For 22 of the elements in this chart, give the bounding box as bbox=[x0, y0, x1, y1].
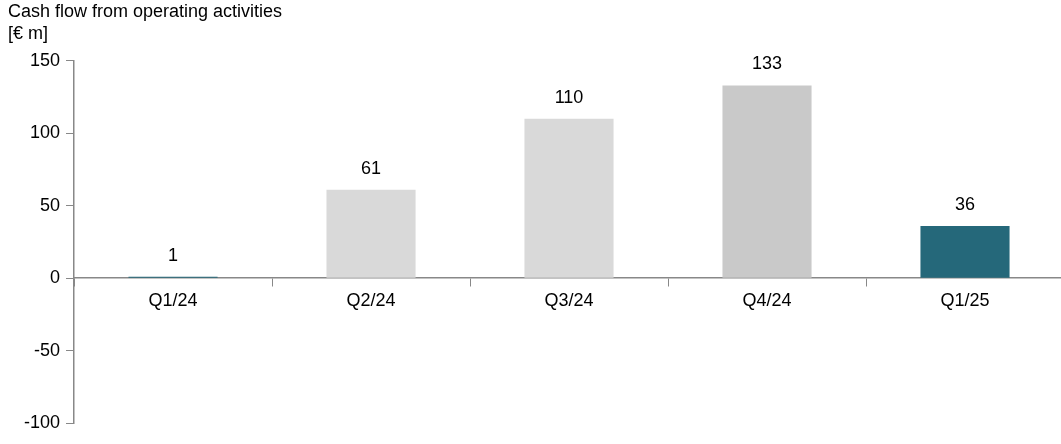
x-tick-label: Q1/24 bbox=[148, 290, 198, 311]
y-tick-label: 0 bbox=[50, 267, 61, 288]
y-axis-title: [€ m] bbox=[8, 22, 49, 44]
data-label: 110 bbox=[554, 86, 584, 107]
x-tick-label: Q3/24 bbox=[544, 290, 594, 311]
y-tick-label: 150 bbox=[29, 49, 61, 70]
data-label: 133 bbox=[751, 53, 783, 74]
x-tick-label: Q1/25 bbox=[940, 290, 990, 311]
data-label: 1 bbox=[168, 244, 179, 265]
y-tick-label: -50 bbox=[34, 339, 61, 360]
data-label: 36 bbox=[954, 194, 976, 215]
x-tick-label: Q4/24 bbox=[742, 290, 792, 311]
bar bbox=[722, 85, 812, 278]
x-tick-label: Q2/24 bbox=[346, 290, 396, 311]
data-label: 61 bbox=[361, 157, 382, 178]
chart-title: Cash flow from operating activities bbox=[8, 0, 284, 22]
y-tick-label: 50 bbox=[40, 194, 61, 215]
y-tick-label: 100 bbox=[29, 122, 61, 143]
y-tick-label: -100 bbox=[24, 412, 61, 433]
bar bbox=[524, 118, 614, 278]
bar bbox=[326, 189, 416, 278]
bar bbox=[920, 226, 1010, 278]
